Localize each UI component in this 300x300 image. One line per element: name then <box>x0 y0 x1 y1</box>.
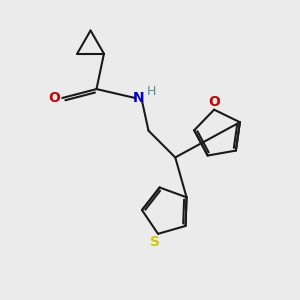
Text: H: H <box>147 85 156 98</box>
Text: S: S <box>150 235 160 249</box>
Text: O: O <box>208 95 220 109</box>
Text: N: N <box>132 91 144 105</box>
Text: O: O <box>48 91 60 105</box>
